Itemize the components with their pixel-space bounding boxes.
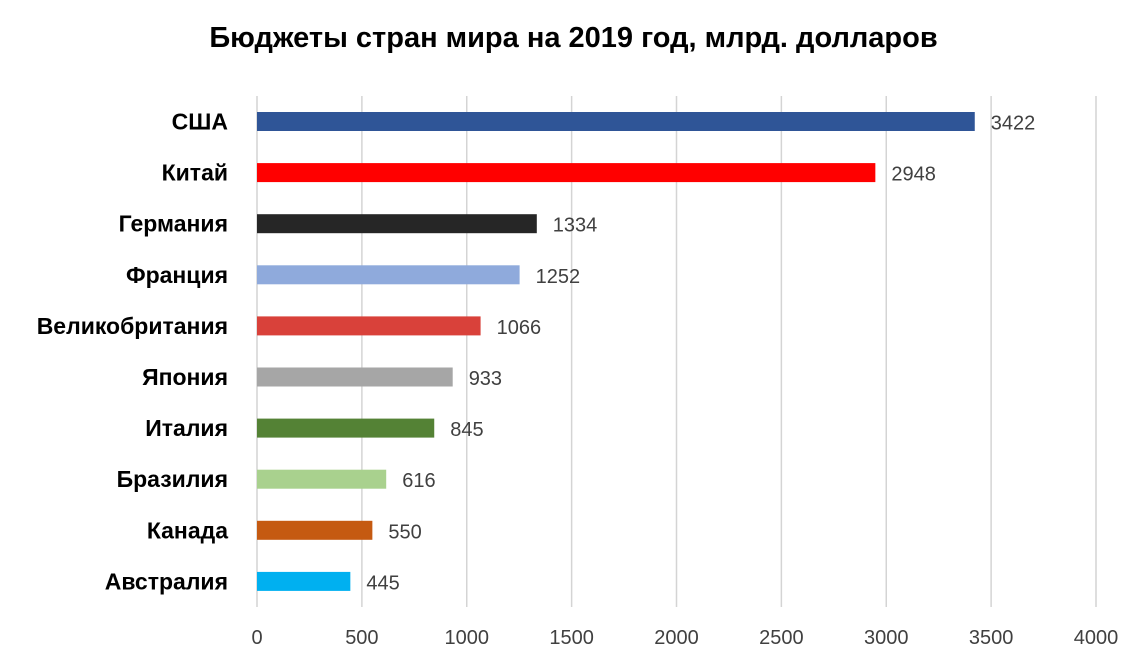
category-label-4: Франция bbox=[126, 262, 228, 288]
category-label-6: Япония bbox=[142, 364, 228, 390]
x-tick-label-4000: 4000 bbox=[1074, 627, 1119, 649]
bar-2 bbox=[257, 163, 876, 183]
x-tick-label-3500: 3500 bbox=[969, 627, 1014, 649]
value-label-1: 3422 bbox=[991, 113, 1036, 135]
category-label-8: Бразилия bbox=[117, 466, 228, 492]
bar-9 bbox=[257, 520, 373, 540]
x-tick-label-0: 0 bbox=[251, 627, 262, 649]
bar-5 bbox=[257, 316, 481, 336]
bar-6 bbox=[257, 367, 453, 387]
x-tick-label-3000: 3000 bbox=[864, 627, 909, 649]
value-label-10: 445 bbox=[366, 572, 399, 594]
value-label-8: 616 bbox=[402, 470, 435, 492]
bar-10 bbox=[257, 571, 351, 591]
value-label-5: 1066 bbox=[497, 317, 542, 339]
bar-7 bbox=[257, 418, 435, 438]
category-label-5: Великобритания bbox=[37, 313, 228, 339]
value-label-4: 1252 bbox=[536, 266, 581, 288]
x-tick-label-1500: 1500 bbox=[549, 627, 594, 649]
category-label-2: Китай bbox=[162, 160, 228, 186]
x-tick-label-2500: 2500 bbox=[759, 627, 804, 649]
category-label-10: Австралия bbox=[105, 568, 228, 594]
value-label-3: 1334 bbox=[553, 215, 598, 237]
x-tick-label-500: 500 bbox=[345, 627, 378, 649]
x-axis-tick-labels: 0 500 1000 1500 2000 2500 3000 3500 4000 bbox=[251, 627, 1118, 649]
value-label-2: 2948 bbox=[891, 164, 936, 186]
x-tick-label-2000: 2000 bbox=[654, 627, 699, 649]
bar-4 bbox=[257, 265, 520, 285]
value-label-7: 845 bbox=[450, 419, 483, 441]
category-labels: США Китай Германия Франция Великобритания Япо… bbox=[37, 109, 229, 595]
chart-title: Бюджеты стран мира на 2019 год, млрд. до… bbox=[209, 22, 938, 54]
value-label-6: 933 bbox=[469, 368, 502, 390]
value-labels: 3422 2948 1334 1252 1066 933 845 616 550 445 bbox=[366, 113, 1035, 595]
category-label-9: Канада bbox=[147, 517, 228, 543]
x-tick-label-1000: 1000 bbox=[445, 627, 490, 649]
bar-8 bbox=[257, 469, 387, 489]
category-label-3: Германия bbox=[119, 211, 228, 237]
bars bbox=[257, 112, 975, 591]
category-label-1: США bbox=[172, 109, 228, 135]
bar-3 bbox=[257, 214, 537, 234]
bar-1 bbox=[257, 112, 975, 131]
category-label-7: Италия bbox=[145, 415, 228, 441]
value-label-9: 550 bbox=[388, 521, 421, 543]
